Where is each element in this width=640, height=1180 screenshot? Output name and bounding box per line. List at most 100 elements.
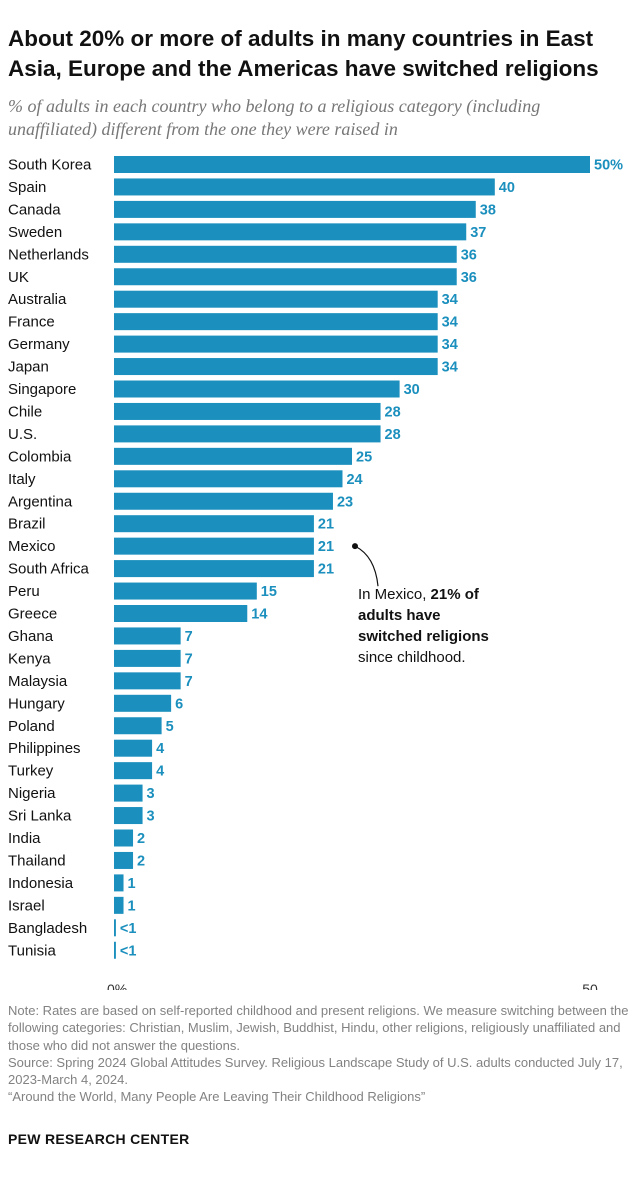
bar-uk [114, 268, 457, 286]
value-label-uk: 36 [461, 270, 477, 286]
bar-canada [114, 200, 476, 218]
annotation-leader-line [354, 545, 379, 587]
value-label-philippines: 4 [156, 741, 164, 757]
category-label-australia: Australia [8, 291, 67, 308]
category-label-ghana: Ghana [8, 628, 54, 645]
value-label-australia: 34 [442, 292, 458, 308]
bar-india [114, 829, 134, 847]
category-label-israel: Israel [8, 897, 45, 914]
category-label-kenya: Kenya [8, 650, 51, 667]
value-label-turkey: 4 [156, 764, 164, 780]
bar-bangladesh [114, 919, 116, 937]
bar-ghana [114, 627, 181, 645]
value-label-japan: 34 [442, 360, 458, 376]
category-label-spain: Spain [8, 179, 46, 196]
value-label-italy: 24 [346, 472, 362, 488]
annotation-text-line-1: In Mexico, 21% of [358, 586, 480, 603]
chart-title: About 20% or more of adults in many coun… [8, 26, 599, 81]
bar-australia [114, 290, 438, 308]
value-label-netherlands: 36 [461, 247, 477, 263]
bar-spain [114, 178, 495, 196]
value-label-u-s: 28 [385, 427, 401, 443]
bar-israel [114, 896, 124, 914]
footer-notes: Note: Rates are based on self-reported c… [8, 1002, 632, 1106]
bar-netherlands [114, 245, 457, 263]
bar-malaysia [114, 672, 181, 690]
value-label-france: 34 [442, 315, 458, 331]
value-label-germany: 34 [442, 337, 458, 353]
category-label-mexico: Mexico [8, 538, 56, 555]
bar-thailand [114, 851, 134, 869]
category-label-hungary: Hungary [8, 695, 65, 712]
bar-peru [114, 582, 257, 600]
category-label-india: India [8, 830, 41, 847]
value-label-nigeria: 3 [147, 786, 155, 802]
bar-chile [114, 402, 381, 420]
value-label-argentina: 23 [337, 494, 353, 510]
bar-hungary [114, 694, 172, 712]
value-label-kenya: 7 [185, 651, 193, 667]
value-label-sri-lanka: 3 [147, 809, 155, 825]
value-label-colombia: 25 [356, 449, 372, 465]
value-label-greece: 14 [251, 607, 267, 623]
category-label-brazil: Brazil [8, 516, 46, 533]
category-label-italy: Italy [8, 471, 36, 488]
bar-singapore [114, 380, 400, 398]
bar-philippines [114, 739, 153, 757]
value-label-thailand: 2 [137, 853, 145, 869]
category-label-sweden: Sweden [8, 224, 62, 241]
value-label-spain: 40 [499, 180, 515, 196]
bar-nigeria [114, 784, 143, 802]
bar-sri-lanka [114, 807, 143, 825]
report-title: “Around the World, Many People Are Leavi… [8, 1089, 426, 1105]
category-label-peru: Peru [8, 583, 40, 600]
category-label-canada: Canada [8, 201, 61, 218]
value-label-tunisia: <1 [120, 943, 137, 959]
category-label-singapore: Singapore [8, 381, 76, 398]
category-label-sri-lanka: Sri Lanka [8, 808, 72, 825]
bar-poland [114, 717, 162, 735]
category-label-u-s: U.S. [8, 426, 37, 443]
bar-tunisia [114, 941, 116, 959]
category-label-uk: UK [8, 269, 29, 286]
bar-south-korea [114, 156, 590, 173]
value-label-canada: 38 [480, 202, 496, 218]
value-label-peru: 15 [261, 584, 277, 600]
bar-brazil [114, 515, 314, 533]
value-label-israel: 1 [128, 898, 136, 914]
bar-south-africa [114, 560, 314, 578]
bar-japan [114, 358, 438, 376]
bar-france [114, 313, 438, 331]
category-label-colombia: Colombia [8, 448, 72, 465]
x-tick-label-50: 50 [582, 981, 598, 990]
bar-sweden [114, 223, 467, 241]
category-label-poland: Poland [8, 718, 55, 735]
value-label-india: 2 [137, 831, 145, 847]
brand-logo-text: PEW RESEARCH CENTER [8, 1131, 190, 1147]
category-label-thailand: Thailand [8, 852, 66, 869]
category-label-turkey: Turkey [8, 763, 54, 780]
value-label-malaysia: 7 [185, 674, 193, 690]
category-label-south-korea: South Korea [8, 157, 92, 174]
value-label-singapore: 30 [404, 382, 420, 398]
annotation-text-line-2: adults have [358, 607, 441, 624]
category-label-argentina: Argentina [8, 493, 73, 510]
category-label-chile: Chile [8, 403, 42, 420]
category-label-nigeria: Nigeria [8, 785, 56, 802]
note-text: Note: Rates are based on self-reported c… [8, 1003, 629, 1053]
value-label-south-korea: 50% [594, 158, 623, 174]
bar-greece [114, 605, 248, 622]
category-label-philippines: Philippines [8, 740, 81, 757]
value-label-indonesia: 1 [128, 876, 136, 892]
bar-kenya [114, 649, 181, 667]
source-text: Source: Spring 2024 Global Attitudes Sur… [8, 1054, 623, 1088]
value-label-bangladesh: <1 [120, 921, 137, 937]
value-label-brazil: 21 [318, 517, 334, 533]
value-label-ghana: 7 [185, 629, 193, 645]
bar-mexico [114, 537, 314, 555]
category-label-south-africa: South Africa [8, 561, 90, 578]
category-label-japan: Japan [8, 359, 49, 376]
value-label-poland: 5 [166, 719, 174, 735]
annotation-text-line-3: switched religions [358, 628, 489, 645]
